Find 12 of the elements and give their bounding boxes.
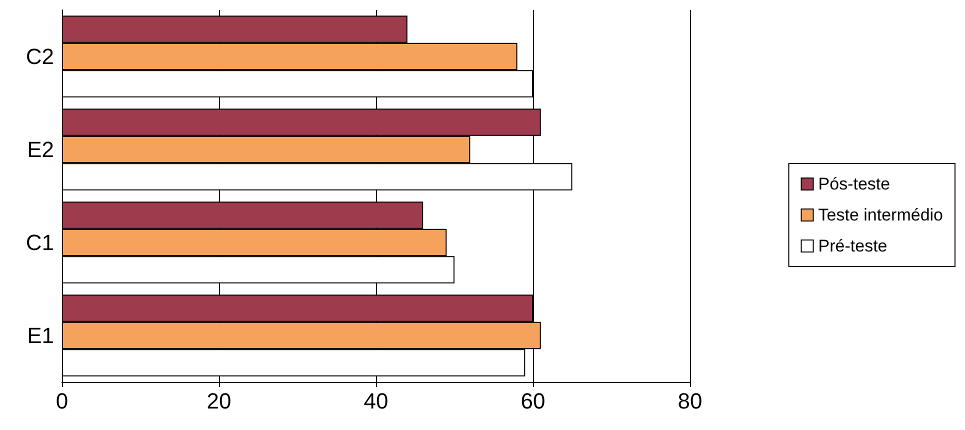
x-tick-label: 80 <box>678 388 702 414</box>
legend-label: Pré-teste <box>818 236 888 256</box>
y-tick-label: E2 <box>27 137 54 162</box>
y-tick-label: C2 <box>26 44 54 69</box>
x-tick-label: 20 <box>206 388 232 414</box>
y-tick-label: E1 <box>27 323 54 348</box>
x-tick-label: 0 <box>56 388 68 414</box>
legend-label: Teste intermédio <box>818 206 944 224</box>
y-tick-label: C1 <box>26 230 54 255</box>
x-tick-label: 40 <box>364 388 388 414</box>
legend-label: Pós-teste <box>818 174 890 194</box>
x-tick-label: 60 <box>520 388 546 414</box>
